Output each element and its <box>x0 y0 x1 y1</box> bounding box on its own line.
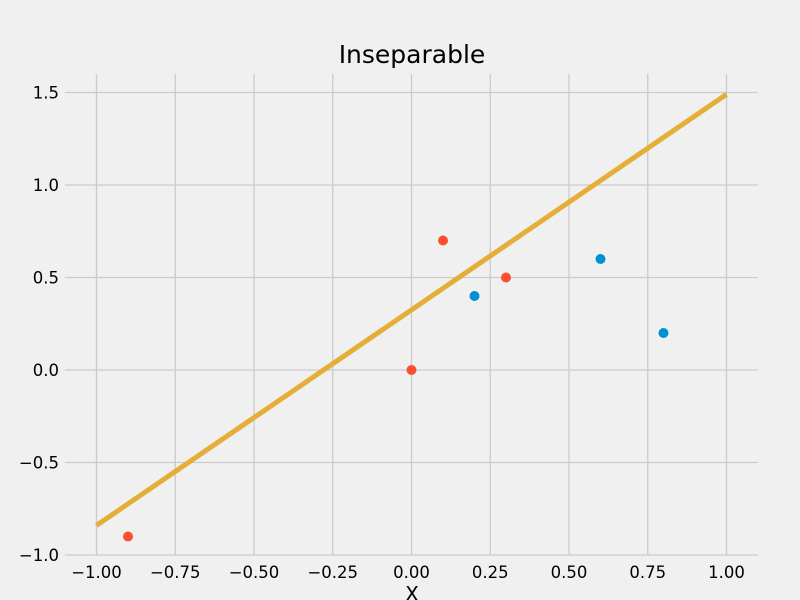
x-tick-label: 0.25 <box>472 563 509 582</box>
series-line <box>95 92 728 528</box>
chart-title: Inseparable <box>339 40 486 69</box>
x-tick-label: −0.50 <box>229 563 280 582</box>
scatter-point <box>501 272 511 283</box>
x-tick-label: 0.00 <box>393 563 430 582</box>
y-tick-label: −0.5 <box>19 454 59 473</box>
scatter-series <box>123 235 669 542</box>
scatter-point <box>469 291 480 301</box>
x-tick-label: 1.00 <box>708 563 745 582</box>
y-tick-label: −1.0 <box>19 546 59 565</box>
y-tick-label: 1.5 <box>33 84 59 103</box>
scatter-point <box>123 531 133 542</box>
x-axis-ticks: −1.00 −0.75 −0.50 −0.25 0.00 0.25 0.50 0.75 1.00 <box>71 563 745 582</box>
x-axis-label: X <box>405 582 419 600</box>
y-tick-label: 0.5 <box>33 269 59 288</box>
y-tick-label: 0.0 <box>33 361 59 380</box>
x-tick-label: −1.00 <box>71 563 122 582</box>
x-tick-label: −0.25 <box>307 563 358 582</box>
scatter-point <box>658 328 669 338</box>
scatter-point <box>438 235 448 246</box>
grid <box>65 74 758 556</box>
x-tick-label: 0.50 <box>551 563 588 582</box>
line-series <box>95 92 728 528</box>
scatter-point <box>595 254 606 264</box>
y-axis-ticks: −1.0 −0.5 0.0 0.5 1.0 1.5 <box>19 84 59 566</box>
y-tick-label: 1.0 <box>33 176 59 195</box>
x-tick-label: −0.75 <box>150 563 201 582</box>
x-tick-label: 0.75 <box>629 563 666 582</box>
scatter-point <box>406 365 417 375</box>
